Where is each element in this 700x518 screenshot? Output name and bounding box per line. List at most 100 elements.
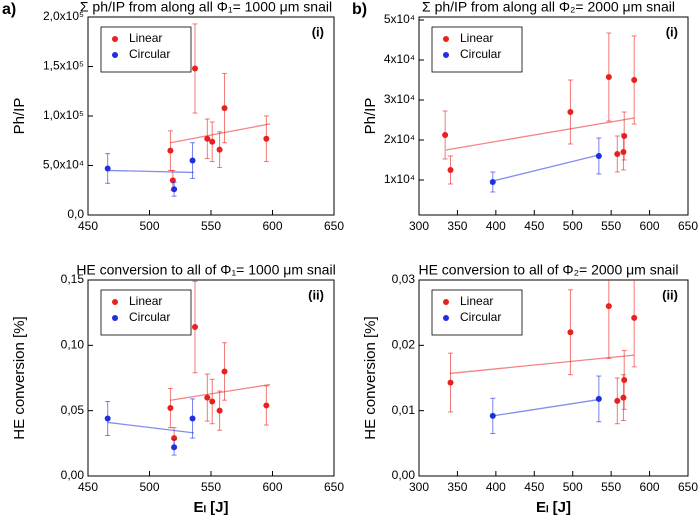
data-point: [442, 132, 449, 138]
x-tick-label: 500: [563, 219, 583, 233]
data-point: [447, 379, 454, 386]
y-tick-label: 4x10⁴: [384, 52, 415, 66]
x-tick-label: 500: [139, 219, 159, 233]
x-tick-label: 300: [409, 219, 429, 233]
y-tick-label: 0,10: [61, 338, 85, 352]
data-point: [614, 151, 621, 157]
x-tick-label: 500: [139, 480, 159, 494]
data-point: [620, 149, 627, 155]
y-tick-label: 2x10⁴: [384, 132, 415, 146]
y-tick-label: 0,01: [392, 403, 416, 417]
legend-box: [100, 289, 192, 336]
plot-area: [442, 32, 638, 193]
y-tick-label: 0,00: [61, 468, 85, 482]
x-tick-label: 500: [563, 480, 583, 494]
x-tick-label: 300: [409, 480, 429, 494]
data-point: [614, 397, 621, 404]
plot-area: [104, 280, 271, 456]
data-point: [189, 157, 196, 164]
data-point: [447, 167, 454, 173]
y-tick-label: 2,0x10⁵: [43, 9, 84, 23]
data-point: [209, 138, 216, 145]
x-axis-label: Eₗ [J]: [536, 499, 571, 516]
fit-line: [492, 154, 600, 182]
legend-label: Linear: [129, 294, 162, 308]
data-point: [216, 146, 223, 153]
x-tick-label: 450: [78, 219, 98, 233]
y-axis-label: HE conversion [%]: [362, 316, 379, 439]
legend-marker: [443, 299, 449, 305]
y-tick-label: 0,03: [392, 272, 416, 286]
x-tick-label: 350: [447, 219, 467, 233]
data-point: [595, 153, 602, 159]
fit-line: [449, 354, 635, 375]
legend-label: Circular: [460, 47, 501, 61]
panel-tag: (i): [312, 24, 324, 39]
data-point: [192, 65, 199, 72]
x-tick-label: 600: [262, 219, 282, 233]
fit-line: [107, 169, 194, 174]
legend-marker: [112, 36, 118, 42]
fit-line: [445, 117, 635, 151]
plot-frame: [418, 279, 689, 477]
y-tick-label: 0,02: [392, 338, 416, 352]
legend-marker: [443, 52, 449, 58]
y-tick-label: 1,5x10⁵: [43, 59, 84, 73]
legend-marker: [112, 52, 118, 58]
data-point: [605, 303, 612, 310]
chart-title: Σ ph/IP from along all Φ₂= 2000 μm snail: [422, 0, 675, 15]
x-tick-label: 450: [524, 219, 544, 233]
data-point: [263, 135, 270, 142]
x-tick-label: 550: [601, 480, 621, 494]
data-point: [216, 407, 223, 414]
x-tick-label: 400: [486, 480, 506, 494]
data-point: [621, 376, 628, 383]
y-tick-label: 0,00: [392, 468, 416, 482]
y-tick-label: 0,0: [67, 207, 84, 221]
data-point: [171, 186, 178, 193]
data-point: [104, 165, 111, 172]
data-point: [221, 105, 228, 112]
plot-frame: [418, 16, 689, 216]
x-tick-label: 550: [201, 480, 221, 494]
data-point: [189, 415, 196, 422]
legend-marker: [112, 315, 118, 321]
legend-label: Circular: [129, 47, 170, 61]
legend-marker: [112, 299, 118, 305]
legend-box: [431, 289, 523, 336]
data-point: [489, 179, 496, 185]
data-point: [605, 74, 612, 80]
y-tick-label: 0,05: [61, 403, 85, 417]
y-tick-label: 1,0x10⁵: [43, 108, 84, 122]
y-axis-label: HE conversion [%]: [11, 316, 28, 439]
x-axis-label: Eₗ [J]: [194, 499, 229, 516]
legend-label: Circular: [129, 310, 170, 324]
fit-line: [170, 123, 271, 144]
x-tick-label: 650: [324, 219, 344, 233]
data-point: [620, 394, 627, 401]
fit-line: [492, 398, 599, 417]
data-point: [631, 314, 638, 321]
data-point: [221, 368, 228, 375]
data-point: [104, 415, 111, 422]
data-point: [631, 77, 638, 83]
data-point: [204, 135, 211, 142]
y-tick-label: 5x10⁴: [384, 12, 415, 26]
legend-marker: [443, 36, 449, 42]
x-tick-label: 400: [486, 219, 506, 233]
x-tick-label: 600: [640, 219, 660, 233]
legend-label: Linear: [129, 31, 162, 45]
panel-tag: (ii): [662, 287, 678, 302]
legend-box: [431, 26, 523, 73]
data-point: [167, 147, 174, 154]
x-tick-label: 450: [78, 480, 98, 494]
x-tick-label: 550: [601, 219, 621, 233]
chart-title: HE conversion to all of Φ₁= 1000 μm snai…: [76, 262, 335, 278]
x-tick-label: 650: [678, 219, 698, 233]
data-point: [209, 398, 216, 405]
data-point: [567, 109, 574, 115]
x-tick-label: 450: [524, 480, 544, 494]
legend-label: Linear: [460, 294, 493, 308]
legend-label: Linear: [460, 31, 493, 45]
